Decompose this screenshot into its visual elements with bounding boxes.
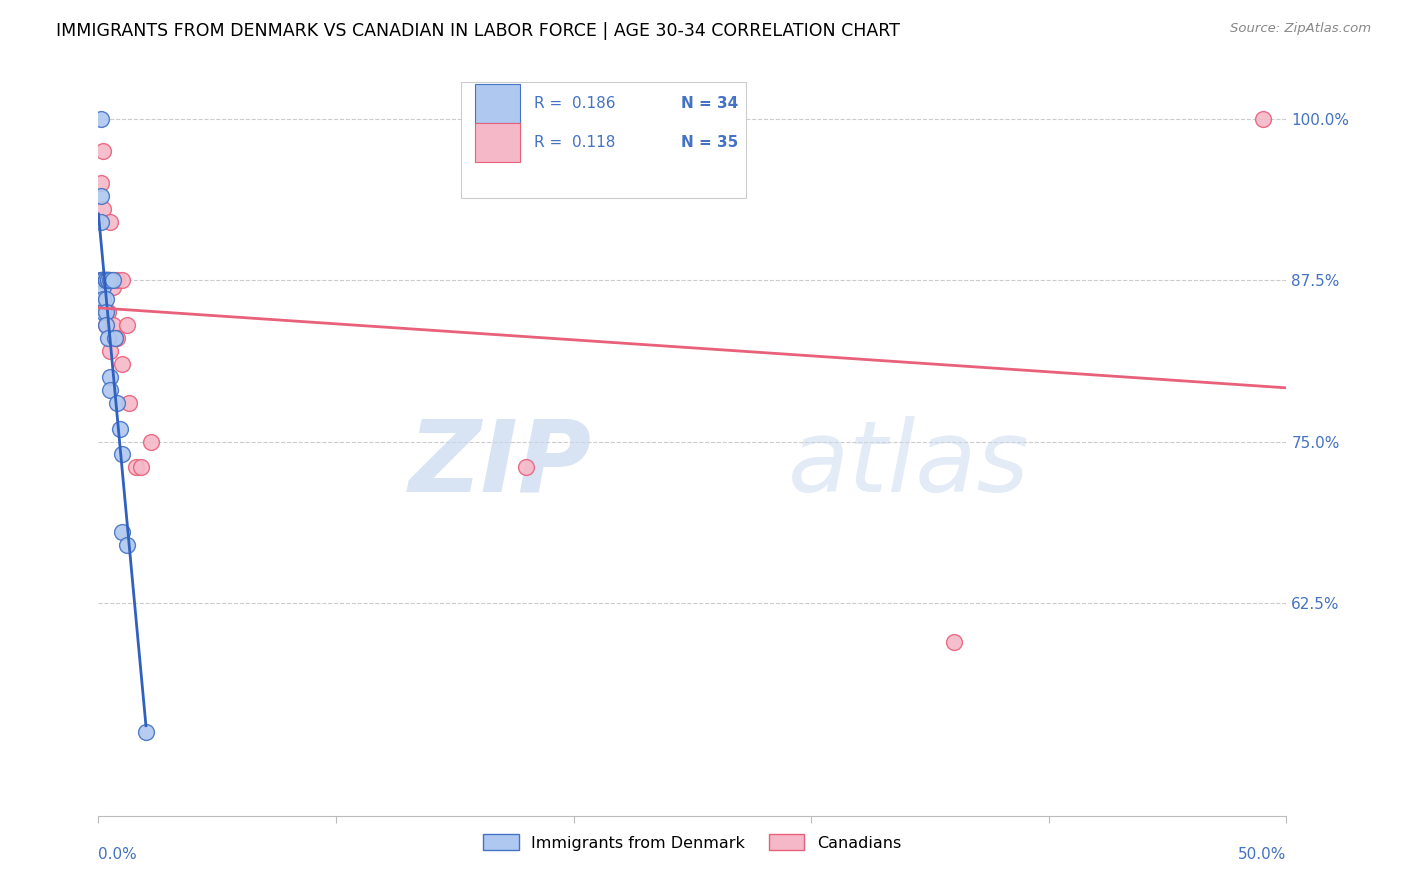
Point: [111, 273, 134, 287]
Point: [98, 383, 121, 397]
Point: [97, 273, 120, 287]
Point: [107, 396, 129, 410]
Point: [91, 273, 114, 287]
FancyBboxPatch shape: [475, 85, 520, 123]
Point: [101, 318, 124, 333]
Point: [90, 189, 112, 203]
Text: ZIP: ZIP: [409, 416, 592, 513]
Point: [90, 273, 112, 287]
Point: [118, 396, 141, 410]
Point: [107, 273, 129, 287]
Point: [97, 273, 120, 287]
Point: [91, 273, 114, 287]
Point: [104, 331, 127, 345]
Point: [90, 273, 112, 287]
Point: [129, 460, 152, 475]
Point: [90, 215, 112, 229]
Point: [94, 273, 117, 287]
Point: [97, 273, 120, 287]
Point: [91, 273, 114, 287]
Point: [115, 538, 138, 552]
Point: [91, 273, 114, 287]
Point: [97, 305, 120, 319]
Point: [94, 305, 117, 319]
Point: [98, 273, 121, 287]
Text: atlas: atlas: [787, 416, 1029, 513]
Legend: Immigrants from Denmark, Canadians: Immigrants from Denmark, Canadians: [477, 828, 908, 857]
FancyBboxPatch shape: [461, 82, 747, 198]
Point: [111, 524, 134, 539]
Point: [97, 273, 120, 287]
Text: N = 35: N = 35: [681, 136, 738, 151]
Point: [101, 273, 124, 287]
Point: [91, 144, 114, 158]
Point: [135, 725, 157, 739]
Text: 50.0%: 50.0%: [1239, 847, 1286, 862]
Point: [94, 305, 117, 319]
Point: [97, 331, 120, 345]
Point: [101, 273, 124, 287]
Point: [94, 318, 117, 333]
Point: [111, 447, 134, 461]
Text: N = 34: N = 34: [681, 96, 738, 112]
Point: [125, 460, 148, 475]
Point: [90, 176, 112, 190]
Point: [91, 273, 114, 287]
Point: [94, 273, 117, 287]
Point: [91, 202, 114, 216]
Point: [139, 434, 162, 449]
Point: [101, 279, 124, 293]
Point: [94, 273, 117, 287]
Point: [94, 273, 117, 287]
Point: [90, 273, 112, 287]
Text: Source: ZipAtlas.com: Source: ZipAtlas.com: [1230, 22, 1371, 36]
Point: [942, 634, 965, 648]
Point: [98, 273, 121, 287]
Point: [91, 273, 114, 287]
Point: [108, 422, 131, 436]
Point: [1251, 112, 1274, 126]
Point: [91, 293, 114, 307]
Point: [94, 318, 117, 333]
Point: [91, 273, 114, 287]
Point: [91, 273, 114, 287]
Text: R =  0.118: R = 0.118: [534, 136, 616, 151]
Point: [104, 331, 127, 345]
Point: [94, 273, 117, 287]
Point: [107, 331, 129, 345]
Point: [94, 273, 117, 287]
Point: [98, 215, 121, 229]
Point: [111, 357, 134, 371]
Point: [515, 460, 537, 475]
Text: 0.0%: 0.0%: [98, 847, 138, 862]
Point: [91, 279, 114, 293]
Point: [94, 293, 117, 307]
Point: [98, 370, 121, 384]
FancyBboxPatch shape: [475, 123, 520, 162]
Point: [115, 318, 138, 333]
Point: [90, 112, 112, 126]
Text: R =  0.186: R = 0.186: [534, 96, 616, 112]
Text: IMMIGRANTS FROM DENMARK VS CANADIAN IN LABOR FORCE | AGE 30-34 CORRELATION CHART: IMMIGRANTS FROM DENMARK VS CANADIAN IN L…: [56, 22, 900, 40]
Point: [98, 344, 121, 359]
Point: [97, 273, 120, 287]
Point: [90, 273, 112, 287]
Point: [91, 305, 114, 319]
